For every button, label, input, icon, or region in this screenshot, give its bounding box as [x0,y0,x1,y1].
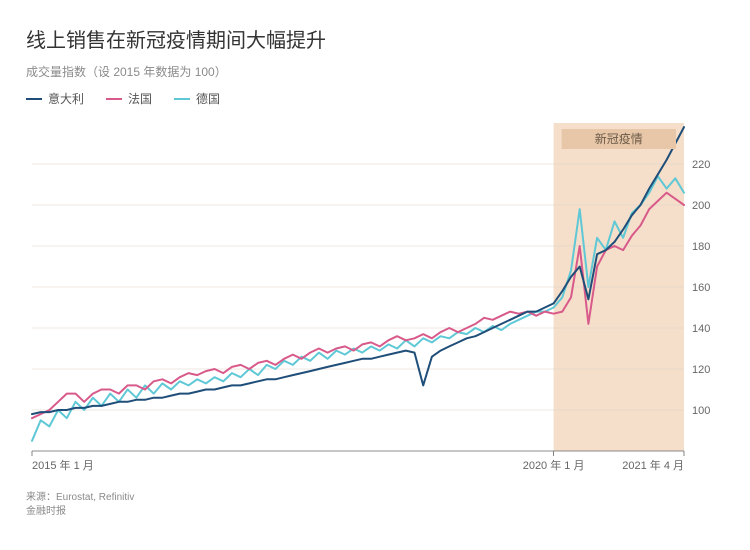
y-tick-label: 120 [692,364,710,376]
x-label-end: 2021 年 4 月 [622,458,684,472]
chart-svg: 100 120 140 160 180 200 220 2015 年 1 月 2020 年 1 … [26,113,724,483]
legend: 意大利 法国 德国 [26,90,724,107]
chart-subtitle: 成交量指数（设 2015 年数据为 100） [26,63,724,80]
x-label-mid: 2020 年 1 月 [523,458,585,472]
chart-title: 线上销售在新冠疫情期间大幅提升 [26,24,724,53]
legend-label-germany: 德国 [196,90,220,107]
y-tick-label: 160 [692,282,710,294]
source-line-2: 金融时报 [26,505,724,519]
legend-label-italy: 意大利 [48,90,84,107]
legend-item-italy: 意大利 [26,90,84,107]
legend-item-germany: 德国 [174,90,220,107]
y-tick-label: 200 [692,200,710,212]
source-line-1: 来源：Eurostat, Refinitiv [26,491,724,505]
legend-swatch-germany [174,98,190,100]
chart-source: 来源：Eurostat, Refinitiv 金融时报 [26,491,724,519]
legend-swatch-france [106,98,122,100]
y-tick-label: 140 [692,323,710,335]
y-tick-label: 180 [692,241,710,253]
y-tick-label: 220 [692,159,710,171]
chart-plot: 100 120 140 160 180 200 220 2015 年 1 月 2020 年 1 … [26,113,724,483]
legend-swatch-italy [26,98,42,100]
legend-item-france: 法国 [106,90,152,107]
legend-label-france: 法国 [128,90,152,107]
x-label-start: 2015 年 1 月 [32,458,94,472]
y-tick-label: 100 [692,405,710,417]
covid-label: 新冠疫情 [595,131,643,146]
